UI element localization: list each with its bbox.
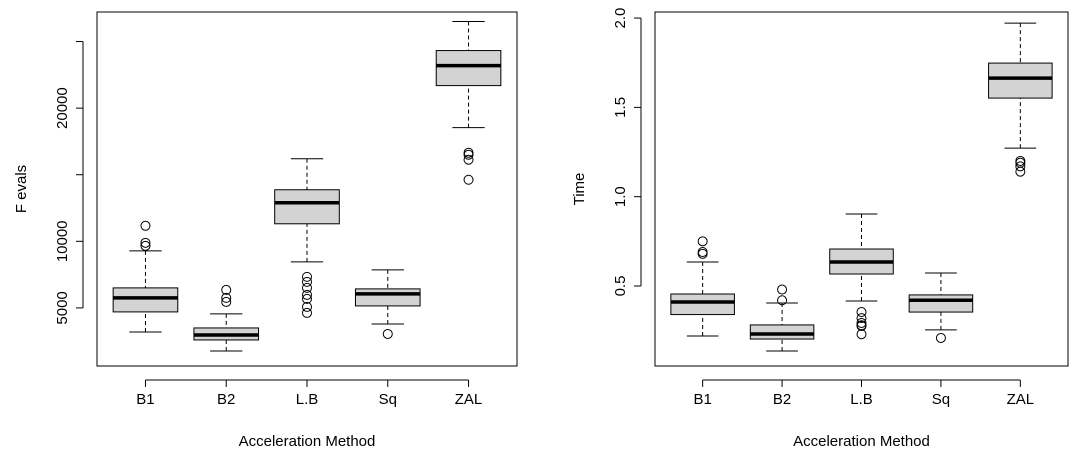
- box: [274, 189, 340, 225]
- outlier: [140, 240, 151, 251]
- y-tick-label: 1.0: [612, 186, 629, 207]
- box: [988, 62, 1053, 99]
- outlier: [140, 220, 151, 231]
- y-tick-label: 1.5: [612, 97, 629, 118]
- outlier: [302, 276, 312, 287]
- y-tick-label: 2.0: [612, 8, 629, 29]
- x-tick-label: B1: [693, 391, 711, 408]
- plot-frame: [96, 11, 518, 367]
- box: [354, 288, 421, 307]
- outlier: [221, 296, 232, 307]
- outlier: [697, 248, 708, 259]
- plot-frame: [654, 11, 1069, 367]
- outlier: [302, 293, 312, 304]
- outlier: [302, 271, 312, 282]
- outlier: [856, 329, 867, 340]
- outlier: [1015, 166, 1026, 177]
- x-axis-label: Acceleration Method: [793, 433, 930, 450]
- outlier: [221, 284, 232, 295]
- outlier: [856, 320, 867, 331]
- outlier: [777, 295, 788, 306]
- outlier: [140, 237, 151, 248]
- x-tick-label: ZAL: [1007, 391, 1035, 408]
- outlier: [935, 332, 946, 343]
- x-tick-label: ZAL: [455, 391, 483, 408]
- outlier: [302, 301, 312, 312]
- outlier: [1015, 161, 1026, 172]
- x-tick-label: L.B: [296, 391, 319, 408]
- x-tick-label: Sq: [932, 391, 950, 408]
- outlier: [463, 149, 474, 160]
- x-tick-label: Sq: [379, 391, 397, 408]
- y-axis-label: F evals: [13, 165, 30, 213]
- x-tick-label: B2: [217, 391, 235, 408]
- outlier: [463, 154, 474, 165]
- outlier: [463, 174, 474, 185]
- outlier: [221, 292, 232, 303]
- x-tick-label: L.B: [850, 391, 873, 408]
- y-axis-label: Time: [571, 173, 588, 206]
- outlier: [697, 236, 708, 247]
- x-tick-label: B2: [773, 391, 791, 408]
- box: [908, 294, 974, 313]
- x-tick-label: B1: [136, 391, 154, 408]
- x-axis-label: Acceleration Method: [239, 433, 376, 450]
- box: [670, 293, 735, 316]
- outlier: [856, 317, 867, 328]
- box: [749, 324, 815, 340]
- outlier: [777, 284, 788, 295]
- outlier: [856, 313, 867, 324]
- y-tick-label: 10000: [54, 220, 71, 262]
- outlier: [302, 307, 312, 318]
- outlier: [302, 289, 312, 300]
- y-tick-label: 20000: [54, 87, 71, 129]
- outlier: [302, 282, 312, 293]
- outlier: [382, 328, 393, 339]
- box: [112, 287, 179, 313]
- y-tick-label: 5000: [54, 291, 71, 324]
- y-tick-label: 0.5: [612, 276, 629, 297]
- box: [435, 50, 502, 87]
- outlier: [856, 307, 867, 318]
